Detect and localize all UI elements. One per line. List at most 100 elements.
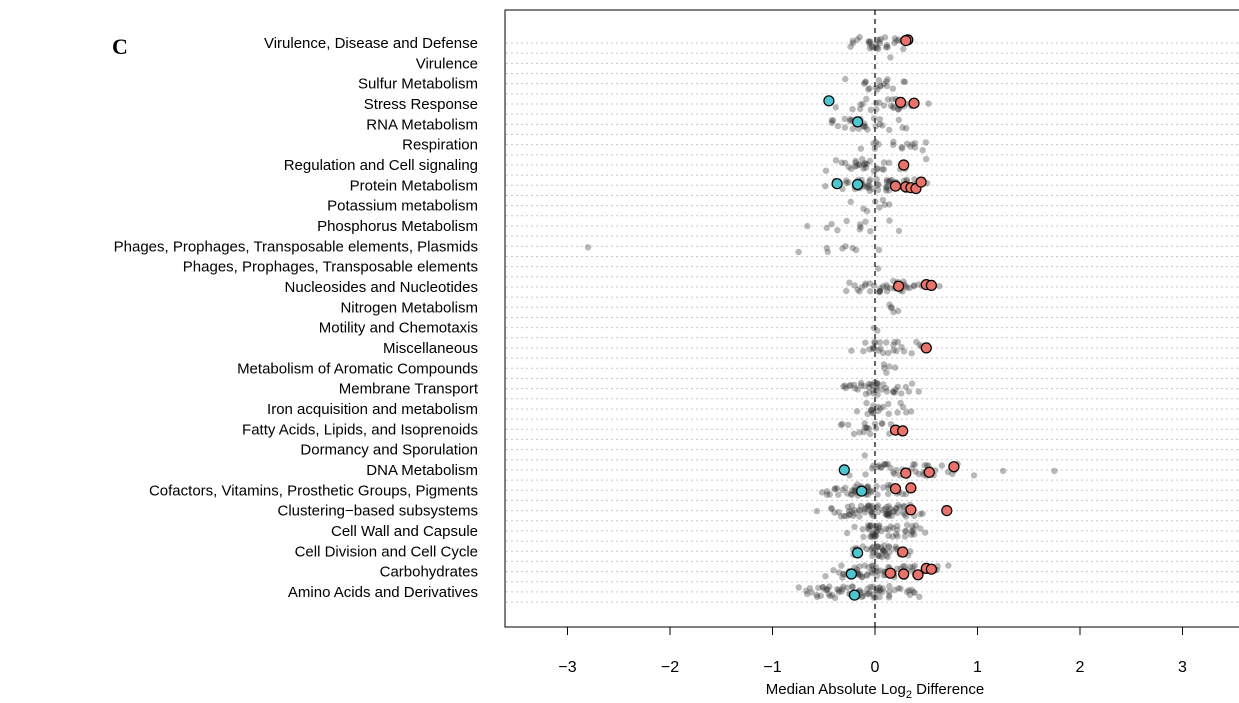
data-point [857, 223, 864, 231]
data-point [878, 544, 885, 551]
data-point [828, 220, 835, 228]
data-point [862, 506, 869, 513]
data-point [883, 339, 890, 346]
data-point [869, 531, 877, 538]
data-point [856, 563, 863, 570]
data-point [830, 567, 837, 574]
data-point [907, 408, 915, 415]
data-point [862, 160, 869, 168]
data-point [839, 420, 846, 428]
data-point [868, 532, 875, 539]
data-point [867, 106, 874, 114]
data-point [884, 43, 891, 51]
data-point [917, 510, 924, 518]
data-point [875, 347, 882, 354]
data-point [845, 179, 852, 186]
data-point [895, 227, 903, 235]
data-point [890, 308, 897, 316]
data-point [851, 523, 858, 530]
data-point [822, 586, 829, 593]
data-point [890, 508, 897, 515]
increased-point [905, 482, 917, 494]
data-point [849, 583, 856, 590]
data-point [835, 586, 843, 594]
data-point [873, 544, 881, 551]
data-point [903, 409, 910, 416]
data-point [865, 380, 873, 388]
data-point [877, 345, 884, 352]
data-point [894, 526, 901, 534]
data-point [875, 407, 882, 415]
data-point [902, 513, 910, 520]
data-point [867, 176, 874, 183]
data-point [857, 105, 864, 113]
data-point [885, 543, 892, 550]
data-point [870, 344, 877, 351]
data-point [849, 487, 856, 494]
data-point [856, 226, 863, 233]
data-point [855, 161, 863, 168]
data-point [884, 96, 892, 103]
data-point [892, 531, 900, 538]
data-point [895, 307, 902, 315]
data-point [831, 486, 838, 493]
category-label: DNA Metabolism [366, 462, 478, 479]
data-point [859, 543, 867, 550]
data-point [873, 483, 880, 490]
data-point [1051, 467, 1058, 475]
decreased-point [851, 547, 864, 559]
data-point [875, 288, 883, 296]
data-point [860, 348, 867, 355]
data-point [862, 339, 869, 346]
data-point [900, 78, 907, 85]
data-point [874, 552, 882, 560]
increased-point [897, 425, 909, 437]
data-point [876, 339, 884, 346]
data-point [865, 184, 872, 192]
category-label: Carbohydrates [380, 564, 478, 581]
data-point [863, 424, 870, 431]
data-point [890, 469, 897, 476]
data-point [872, 525, 879, 533]
data-point [897, 585, 904, 592]
data-point [871, 379, 878, 386]
data-point [872, 44, 880, 51]
data-point [848, 165, 855, 173]
data-point [843, 287, 850, 295]
data-point [878, 386, 885, 393]
data-point [870, 115, 878, 122]
x-tick-label: 2 [1076, 659, 1085, 676]
data-point [886, 544, 893, 551]
data-point [908, 465, 916, 472]
data-point [858, 284, 865, 291]
data-point [912, 468, 919, 475]
data-point [865, 502, 872, 509]
data-point [874, 491, 881, 498]
data-point [883, 176, 891, 184]
data-point [863, 95, 870, 103]
category-label: Cofactors, Vitamins, Prosthetic Groups, … [149, 482, 478, 499]
data-point [860, 205, 867, 212]
increased-point [925, 563, 938, 575]
data-point [846, 382, 853, 390]
data-point [872, 198, 879, 205]
data-point [824, 586, 831, 593]
data-point [868, 511, 875, 518]
data-point [912, 522, 920, 529]
decreased-point [851, 178, 864, 191]
data-point [868, 562, 876, 569]
data-point [857, 145, 865, 152]
data-point [874, 463, 881, 470]
data-point [855, 570, 862, 578]
data-point [895, 501, 902, 509]
data-point [908, 527, 916, 535]
data-point [823, 586, 831, 593]
data-point [803, 587, 810, 595]
data-point [822, 167, 830, 174]
data-point [795, 584, 802, 591]
data-point [873, 166, 880, 173]
data-point [894, 533, 901, 540]
data-point [858, 382, 865, 389]
data-point [869, 530, 876, 537]
data-point [887, 54, 894, 61]
